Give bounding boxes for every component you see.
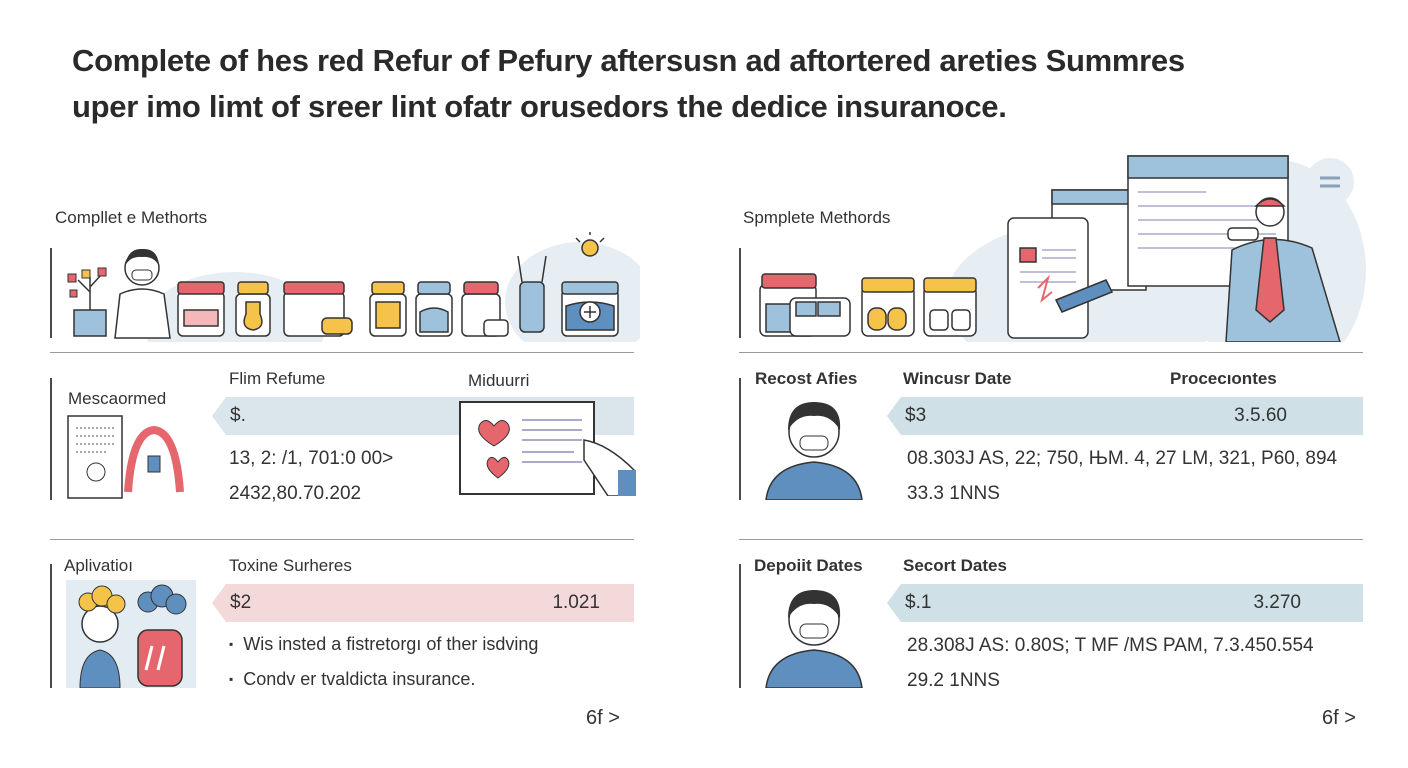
left-row1-line2: 2432,80.70.202 — [229, 483, 362, 504]
jar-icons — [177, 255, 619, 337]
right-row1-col1-header: Wincusr Date — [903, 369, 1012, 388]
left-row2-band-right: 1.021 — [552, 592, 600, 613]
lightbulb-icon — [575, 232, 605, 257]
right-row2-line2: 29.2 1NNS — [907, 670, 1000, 691]
right-row1-col2-header: Procecıontes — [1170, 369, 1277, 388]
right-methods-title: Spmplete Methords — [743, 208, 891, 227]
right-row2-divider — [739, 564, 741, 688]
right-row1-label: Recost Afies — [755, 369, 858, 388]
right-row1-divider — [739, 378, 741, 500]
right-row1-band: $3 3.5.60 — [887, 397, 1363, 435]
right-next-link[interactable]: 6f > — [1322, 707, 1356, 729]
document-heart-rate-icon — [67, 415, 184, 499]
title-line-2: uper imo limt of sreer lint ofatr orused… — [72, 89, 1007, 124]
left-methods-divider — [50, 248, 52, 338]
right-divider-1 — [739, 352, 1363, 353]
right-row2-line1: 28.308J AS: 0.80S; T MF /MS PAM, 7.3.450… — [907, 635, 1314, 656]
scientist-icon — [114, 248, 171, 339]
right-row1-line1: 08.303J AS, 22; 750, ЊM. 4, 27 LM, 321, … — [907, 448, 1338, 469]
left-row2-bullet-2: Condv er tvaldicta insurance. — [229, 669, 475, 690]
left-row2-band-left: $2 — [230, 592, 252, 613]
right-row2-label: Depoiit Dates — [754, 556, 863, 575]
left-methods-title: Compllet e Methorts — [55, 208, 208, 227]
right-divider-2 — [739, 539, 1363, 540]
page-title: Complete of hes red Refur of Pefury afte… — [72, 38, 1332, 130]
left-row1-col1-header: Flim Refume — [229, 369, 326, 388]
right-row2-band-right: 3.270 — [1253, 592, 1301, 613]
title-line-1: Complete of hes red Refur of Pefury afte… — [72, 43, 1185, 78]
left-row1-line1: 13, 2: /1, 701:0 00> — [229, 448, 394, 469]
patient-rash-icon — [66, 580, 196, 688]
left-row1-divider — [50, 378, 52, 500]
left-row2-divider — [50, 564, 52, 688]
right-methods-divider — [739, 248, 741, 338]
left-row2-bullet-1: Wis insted a fistretorgı of ther isdving — [229, 634, 538, 655]
right-row1-band-right: 3.5.60 — [1234, 405, 1287, 426]
lab-jars-illustration — [67, 232, 640, 342]
left-row1-label: Mescaormed — [68, 389, 167, 408]
left-row2-label: Aplivatioı — [64, 556, 133, 575]
right-row2-band: $.1 3.270 — [887, 584, 1363, 622]
left-next-link[interactable]: 6f > — [586, 707, 620, 729]
speech-bubble-icon — [1306, 158, 1354, 206]
right-row1-band-left: $3 — [905, 405, 927, 426]
left-divider-2 — [50, 539, 634, 540]
doctor-screens-illustration — [759, 155, 1366, 342]
right-row2-col1-header: Secort Dates — [903, 556, 1007, 575]
person-avatar-1 — [765, 402, 863, 500]
left-divider-1 — [50, 352, 634, 353]
jar-icons-right — [759, 273, 977, 337]
left-row1-band-value: $. — [230, 405, 246, 426]
plant-icon — [67, 267, 107, 337]
left-row2-band: $2 1.021 — [212, 584, 634, 622]
right-row1-line2: 33.3 1NNS — [907, 483, 1000, 504]
right-row2-band-left: $.1 — [905, 592, 932, 613]
medical-chart-card — [459, 401, 636, 496]
left-row1-col2-header: Miduurri — [468, 371, 530, 390]
doctor-icon — [1225, 197, 1341, 342]
person-avatar-2 — [765, 590, 863, 688]
left-row2-col1-header: Toxine Surheres — [229, 556, 352, 575]
